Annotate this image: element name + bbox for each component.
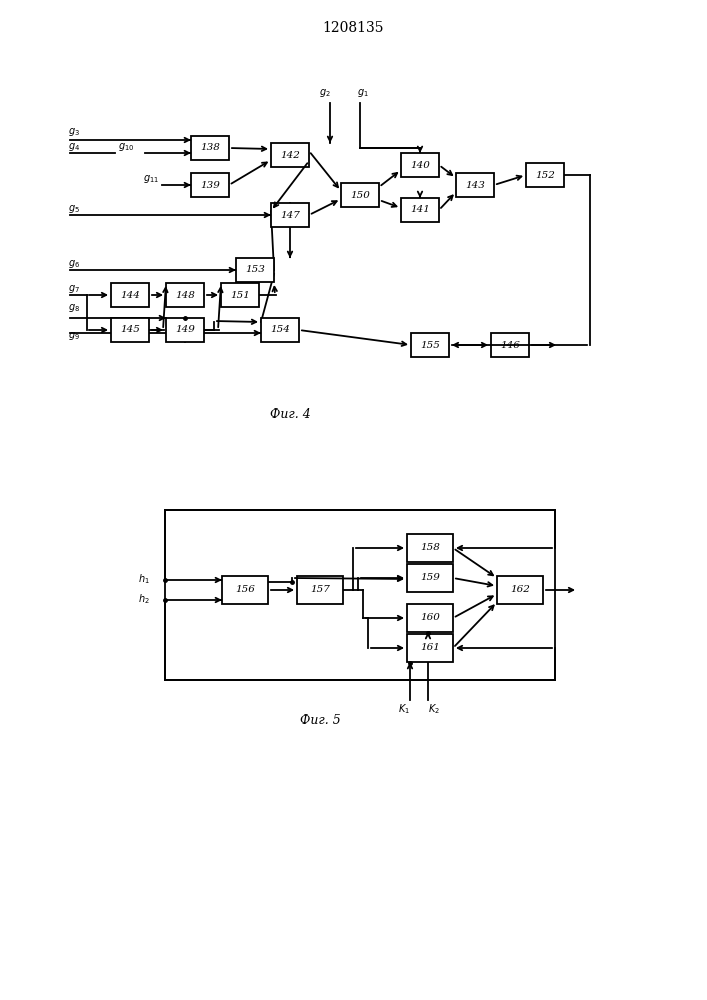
Text: $g_3$: $g_3$: [68, 126, 80, 138]
Bar: [341, 183, 379, 207]
Bar: [191, 173, 229, 197]
Text: 146: 146: [500, 340, 520, 350]
Text: $g_7$: $g_7$: [68, 283, 80, 295]
Text: 160: 160: [420, 613, 440, 622]
Text: 162: 162: [510, 585, 530, 594]
Text: 143: 143: [465, 180, 485, 190]
Text: 154: 154: [270, 326, 290, 334]
Text: 161: 161: [420, 644, 440, 652]
Text: Фиг. 4: Фиг. 4: [269, 408, 310, 422]
Text: 151: 151: [230, 290, 250, 300]
Bar: [297, 576, 343, 604]
Bar: [407, 634, 453, 662]
Text: 138: 138: [200, 143, 220, 152]
Text: 144: 144: [120, 290, 140, 300]
Bar: [221, 283, 259, 307]
Text: 157: 157: [310, 585, 330, 594]
Text: $h_1$: $h_1$: [138, 572, 150, 586]
Text: $g_8$: $g_8$: [68, 302, 80, 314]
Bar: [191, 136, 229, 160]
Bar: [236, 258, 274, 282]
Text: 156: 156: [235, 585, 255, 594]
Bar: [166, 283, 204, 307]
Text: 159: 159: [420, 574, 440, 582]
Bar: [401, 198, 439, 222]
Bar: [222, 576, 268, 604]
Bar: [407, 534, 453, 562]
Text: $g_9$: $g_9$: [68, 330, 80, 342]
Bar: [401, 153, 439, 177]
Bar: [166, 318, 204, 342]
Text: $g_{11}$: $g_{11}$: [143, 173, 159, 185]
Text: 155: 155: [420, 340, 440, 350]
Bar: [111, 318, 149, 342]
Text: 1208135: 1208135: [322, 21, 384, 35]
Text: Фиг. 5: Фиг. 5: [300, 714, 340, 726]
Text: 152: 152: [535, 170, 555, 180]
Text: $g_5$: $g_5$: [68, 203, 80, 215]
Text: 140: 140: [410, 160, 430, 169]
Bar: [165, 510, 555, 680]
Bar: [271, 203, 309, 227]
Text: 142: 142: [280, 150, 300, 159]
Text: $g_1$: $g_1$: [357, 87, 369, 99]
Text: 148: 148: [175, 290, 195, 300]
Text: $g_6$: $g_6$: [68, 258, 80, 270]
Text: 147: 147: [280, 211, 300, 220]
Text: $g_2$: $g_2$: [319, 87, 331, 99]
Text: 145: 145: [120, 326, 140, 334]
Bar: [456, 173, 494, 197]
Text: 158: 158: [420, 544, 440, 552]
Text: $g_4$: $g_4$: [68, 141, 80, 153]
Text: 149: 149: [175, 326, 195, 334]
Bar: [491, 333, 529, 357]
Text: 139: 139: [200, 180, 220, 190]
Text: $K_2$: $K_2$: [428, 702, 440, 716]
Bar: [411, 333, 449, 357]
Text: $h_2$: $h_2$: [139, 592, 150, 606]
Bar: [407, 564, 453, 592]
Bar: [497, 576, 543, 604]
Text: $g_{10}$: $g_{10}$: [118, 141, 134, 153]
Bar: [111, 283, 149, 307]
Text: $K_1$: $K_1$: [398, 702, 410, 716]
Bar: [407, 604, 453, 632]
Bar: [526, 163, 564, 187]
Bar: [261, 318, 299, 342]
Text: 150: 150: [350, 190, 370, 200]
Text: 153: 153: [245, 265, 265, 274]
Text: 141: 141: [410, 206, 430, 215]
Bar: [271, 143, 309, 167]
